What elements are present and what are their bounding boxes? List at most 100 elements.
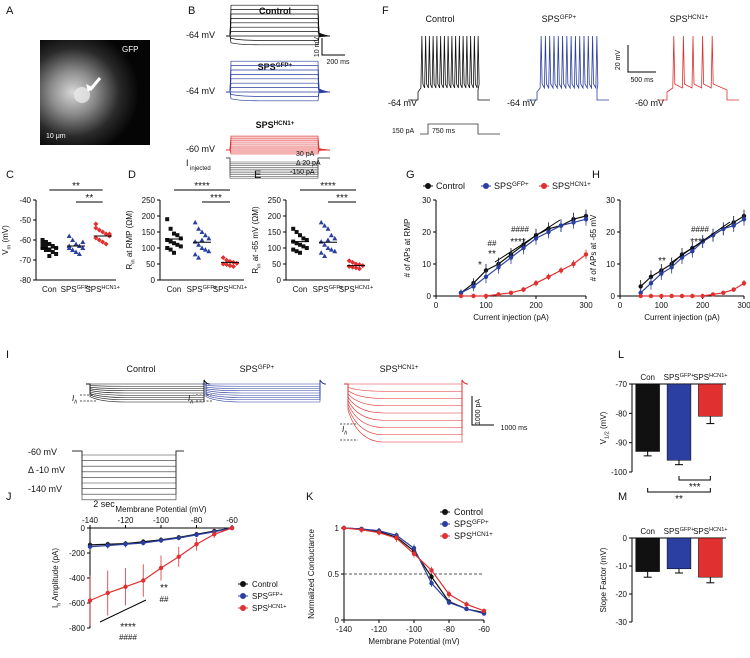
data-point: [332, 235, 338, 241]
data-point: [322, 223, 328, 228]
data-point: [322, 253, 328, 258]
voltage-step: [72, 450, 184, 467]
y-tick-label: 30: [422, 196, 431, 205]
legend-marker: [442, 533, 448, 539]
voltage-step: [72, 450, 184, 461]
panel-letter-c: C: [6, 169, 14, 181]
x-tick-label: 100: [479, 301, 493, 310]
y-axis-label: V1/2 (mV): [599, 411, 610, 444]
category-label: Con: [167, 285, 182, 294]
significance-bar: [494, 219, 561, 263]
data-point: [291, 226, 296, 231]
panel-letter-m: M: [618, 491, 627, 503]
data-point: [394, 535, 399, 541]
data-point: [158, 538, 164, 543]
protocol-duration: 2 sec: [93, 499, 115, 509]
chart-l: -100 -90 -80 -70 V1/2 (mV) Con SPSGFP+SPSHCN1+…: [599, 373, 728, 505]
y-tick-label: 50: [146, 260, 155, 269]
y-axis-label: Ih Amplitude (pA): [51, 548, 62, 608]
y-tick-label: -70: [615, 380, 627, 389]
voltage-trace: [226, 69, 331, 93]
trace-title: SPSGFP+: [240, 364, 275, 374]
current-trace: [86, 379, 211, 387]
data-point: [471, 284, 476, 289]
chart-g: 0 100 200 300 Current injection (pA) 0 10 20 30 #…: [403, 181, 593, 322]
holding-voltage: -64 mV: [388, 98, 417, 108]
category-label: SPSGFP+: [187, 285, 218, 294]
chart-m: -30 -20 -10 0 Slope Factor (mV) Con SPSGFP+SPS…: [599, 527, 728, 627]
data-point: [80, 239, 86, 244]
data-point: [93, 225, 99, 231]
data-point: [175, 242, 180, 247]
legend-label: Control: [454, 507, 483, 517]
x-tick-label: -60: [478, 625, 490, 634]
y-tick-label: 10: [606, 260, 615, 269]
protocol-bottom: -140 mV: [28, 484, 62, 494]
x-tick-label: 300: [579, 301, 593, 310]
y-tick-label: -80: [615, 409, 627, 418]
panel-letter-d: D: [128, 169, 136, 181]
data-point: [301, 236, 306, 241]
x-tick-label: -140: [82, 516, 99, 525]
y-tick-label: -80: [19, 276, 31, 285]
trace-title: Control: [425, 14, 454, 24]
significance-bar: [678, 476, 711, 481]
data-point: [301, 244, 306, 249]
x-axis-label: Current injection (pA): [644, 313, 720, 322]
panel-b-traces: Control -64 mV SPSGFP+ -64 mV SPSHCN1+ -60 mV…: [186, 4, 350, 179]
y-tick-label: -30: [615, 618, 627, 627]
data-point: [341, 525, 347, 531]
data-point: [47, 242, 52, 246]
data-point: [304, 246, 309, 250]
x-axis-label: Membrane Potential (mV): [368, 637, 459, 646]
y-tick-label: -40: [19, 196, 31, 205]
data-point: [325, 245, 331, 250]
ap-train: [408, 35, 490, 101]
injection-step: [226, 157, 330, 179]
data-point: [230, 264, 236, 270]
category-label: SPSGFP+: [664, 527, 695, 536]
trace-title: Control: [126, 364, 155, 374]
voltage-trace: [226, 60, 331, 93]
voltage-trace: [226, 78, 331, 93]
scale-y-label: 1000 pA: [475, 399, 482, 425]
voltage-step: [72, 450, 184, 456]
data-point: [318, 219, 324, 225]
current-trace: [344, 379, 469, 392]
data-point: [322, 242, 328, 247]
data-point: [165, 246, 170, 250]
legend-marker: [442, 521, 448, 527]
data-point: [411, 546, 417, 551]
y-axis-label: Rin at -65 mV (ΩM): [251, 206, 262, 274]
voltage-step: [72, 450, 184, 501]
data-point: [659, 271, 664, 276]
significance-label: ####: [119, 633, 137, 642]
current-trace: [344, 379, 469, 421]
current-trace: [202, 379, 327, 392]
trace-title: SPSHCN1+: [670, 14, 709, 24]
data-point: [202, 232, 208, 238]
data-point: [105, 590, 110, 596]
voltage-trace: [226, 31, 331, 37]
data-point: [291, 247, 296, 252]
data-point: [100, 229, 106, 235]
data-point: [176, 535, 181, 541]
data-point: [648, 293, 654, 299]
category-label: Con: [640, 373, 655, 382]
data-point: [141, 540, 146, 546]
significance-label: ####: [511, 225, 529, 234]
category-label: SPSHCN1+: [339, 285, 374, 294]
data-point: [294, 241, 299, 246]
data-point: [220, 255, 226, 261]
current-trace: [202, 379, 327, 385]
data-point: [411, 551, 417, 556]
data-point: [429, 568, 434, 573]
ih-label: Ih: [342, 425, 347, 436]
injection-sub: injected: [190, 166, 211, 172]
current-trace: [86, 379, 211, 392]
data-point: [229, 525, 235, 531]
voltage-trace: [226, 13, 331, 37]
legend-marker: [240, 581, 246, 587]
y-tick-label: 100: [268, 244, 282, 253]
